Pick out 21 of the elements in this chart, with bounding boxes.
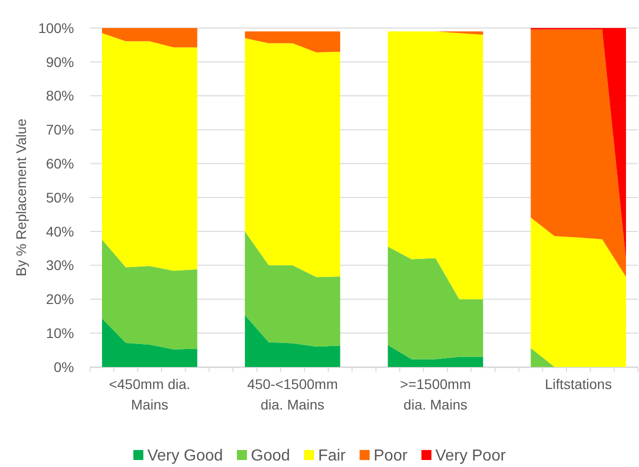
x-tick-label: <450mm dia. Mains [108,376,190,412]
y-tick-label: 90% [46,54,74,70]
legend-label: Good [250,448,290,465]
y-tick-label: 100% [38,20,74,36]
x-tick-label: >=1500mm dia. Mains [400,376,471,412]
y-axis-title: By % Replacement Value [13,118,29,276]
y-tick-label: 10% [46,325,74,341]
legend-label: Very Poor [435,448,506,465]
x-tick-label: Liftstations [544,376,612,392]
y-tick-label: 30% [46,257,74,274]
y-tick-label: 50% [46,189,74,206]
legend-label: Fair [318,448,346,465]
y-tick-label: 20% [46,291,74,308]
y-tick-label: 0% [54,358,74,375]
y-tick-label: 80% [46,88,74,104]
y-tick-label: 70% [46,122,74,138]
legend-label: Very Good [147,448,223,465]
y-tick-label: 40% [46,223,74,240]
y-tick-label: 60% [46,156,74,172]
legend-label: Poor [374,448,408,465]
x-tick-label: 450-<1500mm dia. Mains [247,376,338,412]
